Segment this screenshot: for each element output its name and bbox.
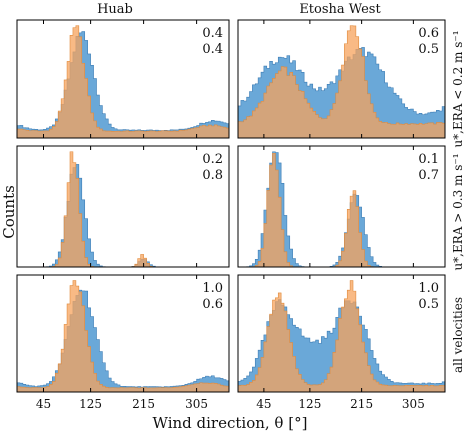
panel-annotation: 0.5 [418, 42, 439, 57]
y-axis-label: Counts [0, 185, 18, 239]
blue-histogram-series [17, 164, 229, 267]
x-tick-label: 45 [36, 397, 51, 411]
x-tick-label: 305 [402, 397, 425, 411]
panel-frame [16, 274, 230, 393]
x-tick-label: 215 [132, 397, 155, 411]
x-tick-label: 125 [79, 397, 102, 411]
column-title-huab: Huab [97, 2, 133, 17]
orange-histogram-series [17, 151, 229, 267]
panel-frame [237, 274, 446, 393]
panel-annotation: 0.8 [202, 168, 223, 183]
x-tick-label: 215 [350, 397, 373, 411]
panel-frame [237, 19, 446, 139]
histogram-panel: 45 125 215 305 1.00.6 [16, 274, 230, 411]
panel-frame [16, 19, 230, 139]
column-title-etosha-west: Etosha West [299, 2, 381, 17]
x-tick-label: 125 [298, 397, 321, 411]
panel-annotation: 1.0 [202, 281, 223, 296]
row-label-low-velocity: u*,ERA < 0.2 m s⁻¹ [451, 30, 465, 147]
panel-annotation: 0.7 [418, 168, 439, 183]
histogram-panel: 0.10.7 [237, 145, 446, 268]
panel-annotation: 0.2 [202, 152, 223, 167]
histogram-panel: 0.60.5 [237, 19, 446, 139]
x-tick-label: 305 [185, 397, 208, 411]
panel-annotation: 0.4 [202, 42, 223, 57]
panel-annotation: 1.0 [418, 281, 439, 296]
x-axis-label: Wind direction, θ [°] [153, 414, 308, 432]
panel-frame [237, 145, 446, 268]
blue-histogram-series [17, 31, 229, 138]
panel-annotation: 0.1 [418, 152, 439, 167]
orange-histogram-series [238, 280, 445, 392]
row-label-high-velocity: u*,ERA > 0.3 m s⁻¹ [451, 153, 465, 270]
panel-annotation: 0.4 [202, 26, 223, 41]
panel-annotation: 0.5 [418, 297, 439, 312]
orange-histogram-series [17, 280, 229, 392]
orange-histogram-series [238, 25, 445, 138]
histogram-panel: 45 125 215 305 1.00.5 [237, 274, 446, 411]
panel-annotation: 0.6 [418, 26, 439, 41]
row-label-all-velocities: all velocities [451, 297, 465, 373]
histogram-panel: 0.40.4 [16, 19, 230, 139]
panel-annotation: 0.6 [202, 297, 223, 312]
panel-frame [16, 145, 230, 268]
histogram-panel: 0.20.8 [16, 145, 230, 268]
blue-histogram-series [17, 289, 229, 392]
orange-histogram-series [17, 25, 229, 138]
x-tick-label: 45 [256, 397, 271, 411]
